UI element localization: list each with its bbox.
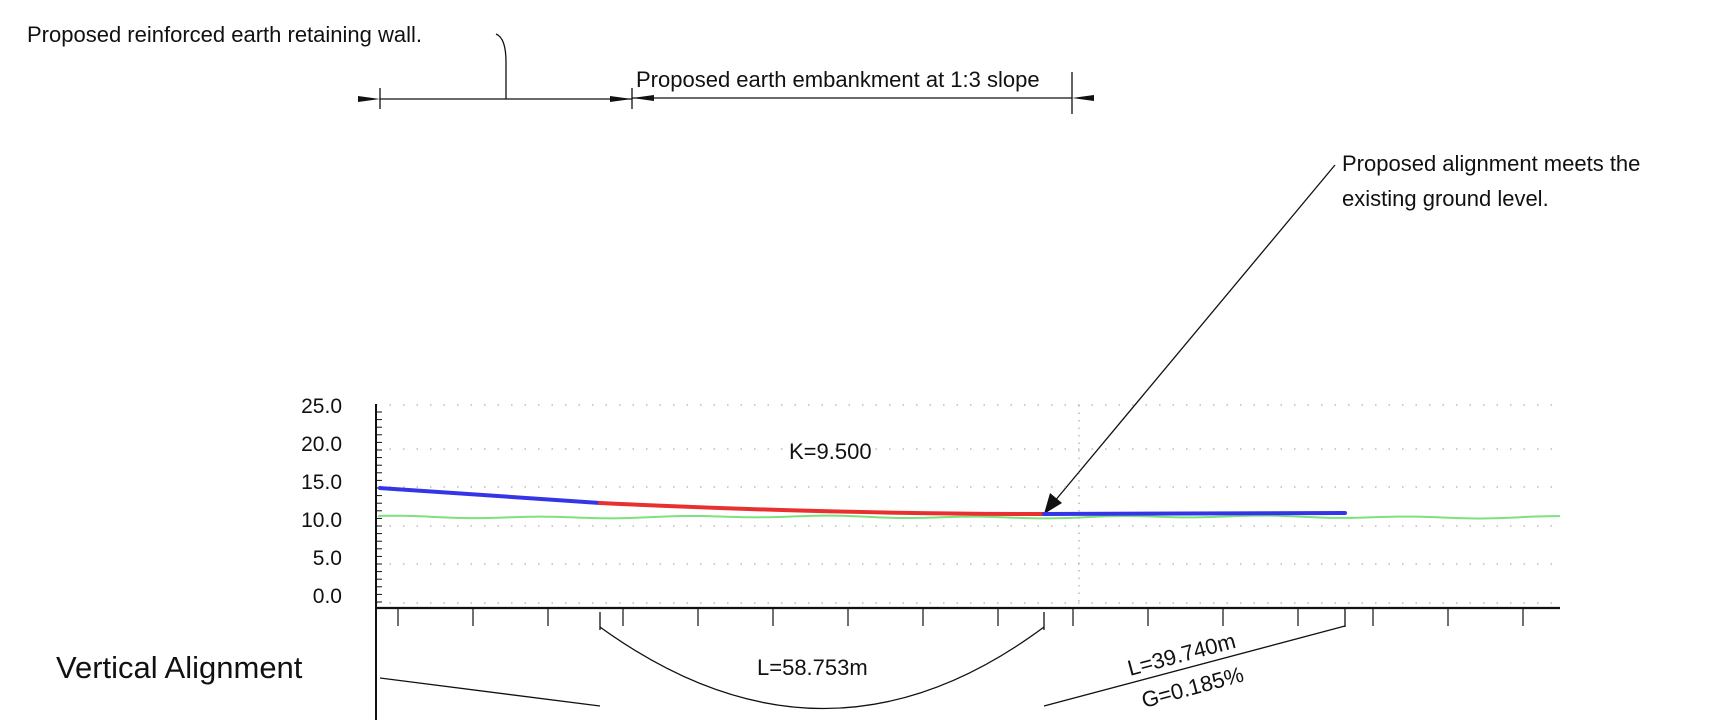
meets-ground-leader — [1053, 164, 1336, 503]
dim-arrow-right — [610, 96, 632, 102]
y-tick-label-15: 15.0 — [301, 471, 342, 494]
proposed-tangent-out — [1042, 511, 1347, 516]
y-tick-label-25: 25.0 — [301, 395, 342, 418]
retaining-wall-label: Proposed reinforced earth retaining wall… — [27, 22, 422, 47]
y-tick-label-10: 10.0 — [301, 509, 342, 532]
band-curve-arc — [599, 626, 1045, 709]
dim-arrow-right-2 — [1072, 95, 1094, 101]
y-tick-label-20: 20.0 — [301, 433, 342, 456]
embankment-label: Proposed earth embankment at 1:3 slope — [636, 67, 1040, 92]
band-tangent-in-line — [379, 677, 601, 707]
meets-ground-arrowhead — [1044, 493, 1062, 514]
existing-ground-line — [377, 514, 1561, 520]
x-axis-ticks — [397, 608, 1524, 626]
proposed-tangent-in — [378, 486, 602, 505]
proposed-vertical-curve — [598, 501, 1046, 516]
y-tick-label-5: 5.0 — [313, 547, 342, 570]
y-tick-labels: 25.0 20.0 15.0 10.0 5.0 0.0 — [301, 395, 342, 608]
y-axis-minor-ticks — [376, 411, 382, 603]
curve-k-label: K=9.500 — [789, 439, 872, 464]
band-curve-length-label: L=58.753m — [757, 655, 868, 680]
vertical-alignment-title: Vertical Alignment — [56, 650, 303, 685]
embankment-dimension — [632, 72, 1094, 114]
profile-grid — [376, 404, 1555, 604]
retaining-wall-leader — [495, 33, 507, 99]
retaining-wall-dimension — [358, 88, 633, 109]
band-tangent-out-line — [1043, 625, 1346, 707]
meets-ground-label-line2: existing ground level. — [1342, 186, 1549, 211]
meets-ground-label-line1: Proposed alignment meets the — [1342, 151, 1640, 176]
y-tick-label-0: 0.0 — [313, 585, 342, 608]
dim-arrow-left-2 — [632, 95, 654, 101]
dim-arrow-left — [358, 96, 380, 102]
